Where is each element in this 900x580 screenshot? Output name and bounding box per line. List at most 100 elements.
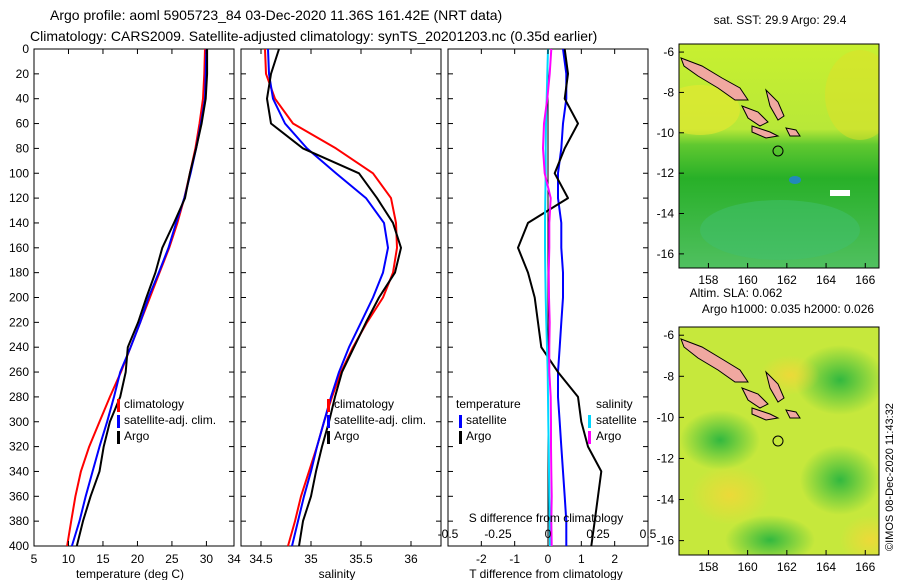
map-lat-tick-label: -8 bbox=[663, 369, 674, 383]
depth-tick-label: 60 bbox=[16, 117, 30, 131]
s-diff-tick-label: 0.5 bbox=[640, 527, 657, 541]
map-lat-tick-label: -16 bbox=[657, 247, 675, 261]
figure-title-line2: Climatology: CARS2009. Satellite-adjuste… bbox=[30, 28, 597, 44]
legend-satellite-swatch bbox=[327, 415, 330, 428]
depth-tick-label: 140 bbox=[9, 216, 29, 230]
map-lat-tick-label: -12 bbox=[657, 451, 675, 465]
map-lat-tick-label: -8 bbox=[663, 85, 674, 99]
x-tick-label: 15 bbox=[96, 552, 110, 566]
s-diff-tick-label: -0.5 bbox=[438, 527, 459, 541]
depth-tick-label: 200 bbox=[9, 291, 29, 305]
figure-title-line1: Argo profile: aoml 5905723_84 03-Dec-202… bbox=[50, 7, 502, 23]
map-lat-tick-label: -16 bbox=[657, 534, 675, 548]
x-tick-label: 5 bbox=[31, 552, 38, 566]
depth-tick-label: 20 bbox=[16, 67, 30, 81]
argo-float-marker bbox=[772, 435, 784, 447]
x-tick-label: -2 bbox=[476, 552, 487, 566]
depth-tick-label: 180 bbox=[9, 266, 29, 280]
legend-s-satellite-swatch bbox=[588, 415, 591, 428]
t-difference-x-label: T difference from climatology bbox=[469, 567, 623, 580]
legend-argo-label: Argo bbox=[124, 429, 150, 443]
salinity-legend: climatology satellite-adj. clim. Argo bbox=[327, 397, 426, 444]
difference-legend: temperature satellite Argo salinity sate… bbox=[456, 397, 637, 444]
legend-temperature-title: temperature bbox=[456, 397, 521, 411]
sst-map-title: sat. SST: 29.9 Argo: 29.4 bbox=[714, 13, 847, 27]
island-bougainville bbox=[680, 57, 749, 101]
depth-tick-label: 340 bbox=[9, 464, 29, 478]
map-lat-tick-label: -6 bbox=[663, 328, 674, 342]
depth-tick-label: 160 bbox=[9, 241, 29, 255]
sla-high-patch bbox=[840, 515, 879, 555]
sla-low-patch bbox=[680, 410, 760, 470]
legend-climatology-label: climatology bbox=[124, 397, 184, 411]
island-guadalcanal bbox=[751, 125, 780, 139]
depth-tick-label: 320 bbox=[9, 440, 29, 454]
sst-map-field bbox=[679, 44, 879, 268]
map-lat-tick-label: -6 bbox=[663, 45, 674, 59]
map-lon-tick-label: 158 bbox=[698, 273, 718, 287]
island-makira bbox=[785, 127, 801, 137]
altimetry-sla-label: Altim. SLA: 0.062 bbox=[690, 286, 783, 300]
sla-map-field bbox=[679, 327, 879, 555]
x-tick-label: 20 bbox=[131, 552, 145, 566]
legend-t-argo-swatch bbox=[459, 431, 462, 444]
depth-tick-label: 260 bbox=[9, 365, 29, 379]
temperature-panel: 5 10 15 20 25 30 34 0 20 40 60 80 100 120 140 160 180 20… bbox=[9, 42, 241, 580]
map-lat-tick-label: -14 bbox=[657, 493, 675, 507]
imos-watermark: ©IMOS 08-Dec-2020 11:43:32 bbox=[884, 403, 896, 551]
legend-climatology-swatch bbox=[117, 399, 120, 412]
island-santa-isabel bbox=[740, 387, 769, 409]
map-lat-tick-label: -12 bbox=[657, 166, 675, 180]
sla-high-patch bbox=[690, 465, 770, 525]
sst-warm-patch bbox=[825, 50, 879, 140]
sla-map-panel: Argo h1000: 0.035 h2000: 0.026 158 160 162… bbox=[657, 302, 880, 574]
salinity-satellite-adj-clim--line bbox=[267, 48, 389, 547]
island-makira bbox=[785, 409, 801, 419]
legend-t-argo-label: Argo bbox=[466, 429, 492, 443]
island-guadalcanal bbox=[751, 407, 780, 421]
island-santa-isabel bbox=[740, 105, 769, 127]
legend-s-satellite-label: satellite bbox=[596, 413, 637, 427]
x-tick-label: -1 bbox=[509, 552, 520, 566]
sla-map-y-ticks: -6 -8 -10 -12 -14 -16 bbox=[657, 328, 684, 548]
temperature-climatology-line bbox=[66, 48, 206, 547]
legend-satellite-label: satellite-adj. clim. bbox=[334, 413, 426, 427]
temperature-series-group bbox=[66, 48, 209, 547]
depth-tick-label: 380 bbox=[9, 514, 29, 528]
legend-argo-swatch bbox=[117, 431, 120, 444]
s-diff-tick-label: -0.25 bbox=[484, 527, 512, 541]
sst-map-frame bbox=[678, 43, 880, 269]
depth-tick-label: 120 bbox=[9, 191, 29, 205]
map-lon-tick-label: 160 bbox=[738, 273, 758, 287]
map-lon-tick-label: 158 bbox=[698, 560, 718, 574]
legend-satellite-label: satellite-adj. clim. bbox=[124, 413, 216, 427]
x-tick-label: 1 bbox=[578, 552, 585, 566]
map-lon-tick-label: 162 bbox=[777, 560, 797, 574]
salinity-plot-frame bbox=[240, 48, 442, 547]
difference-s-satellite-line bbox=[544, 48, 551, 547]
x-tick-label: 25 bbox=[165, 552, 179, 566]
sst-map-y-ticks: -6 -8 -10 -12 -14 -16 bbox=[657, 45, 684, 261]
map-lat-tick-label: -10 bbox=[657, 126, 675, 140]
s-difference-x-ticks: -0.5 -0.25 0 0.25 0.5 bbox=[438, 527, 657, 541]
map-lon-tick-label: 164 bbox=[816, 560, 836, 574]
legend-climatology-label: climatology bbox=[334, 397, 394, 411]
island-malaita bbox=[765, 370, 785, 403]
salinity-x-ticks: 34.5 35 35.5 36 bbox=[241, 48, 441, 566]
legend-satellite-swatch bbox=[117, 415, 120, 428]
sst-warm-patch bbox=[679, 85, 740, 135]
legend-salinity-title: salinity bbox=[596, 397, 633, 411]
difference-s-argo-line bbox=[542, 48, 553, 547]
map-lat-tick-label: -10 bbox=[657, 410, 675, 424]
difference-series-group bbox=[517, 48, 603, 547]
sla-map-x-ticks: 158 160 162 164 166 bbox=[698, 550, 876, 574]
s-diff-tick-label: 0 bbox=[545, 527, 552, 541]
legend-t-satellite-label: satellite bbox=[466, 413, 507, 427]
map-lon-tick-label: 162 bbox=[777, 273, 797, 287]
x-tick-label: 2 bbox=[611, 552, 618, 566]
island-bougainville bbox=[680, 338, 749, 383]
depth-tick-label: 40 bbox=[16, 92, 30, 106]
depth-tick-label: 80 bbox=[16, 141, 30, 155]
map-lon-tick-label: 166 bbox=[855, 273, 875, 287]
